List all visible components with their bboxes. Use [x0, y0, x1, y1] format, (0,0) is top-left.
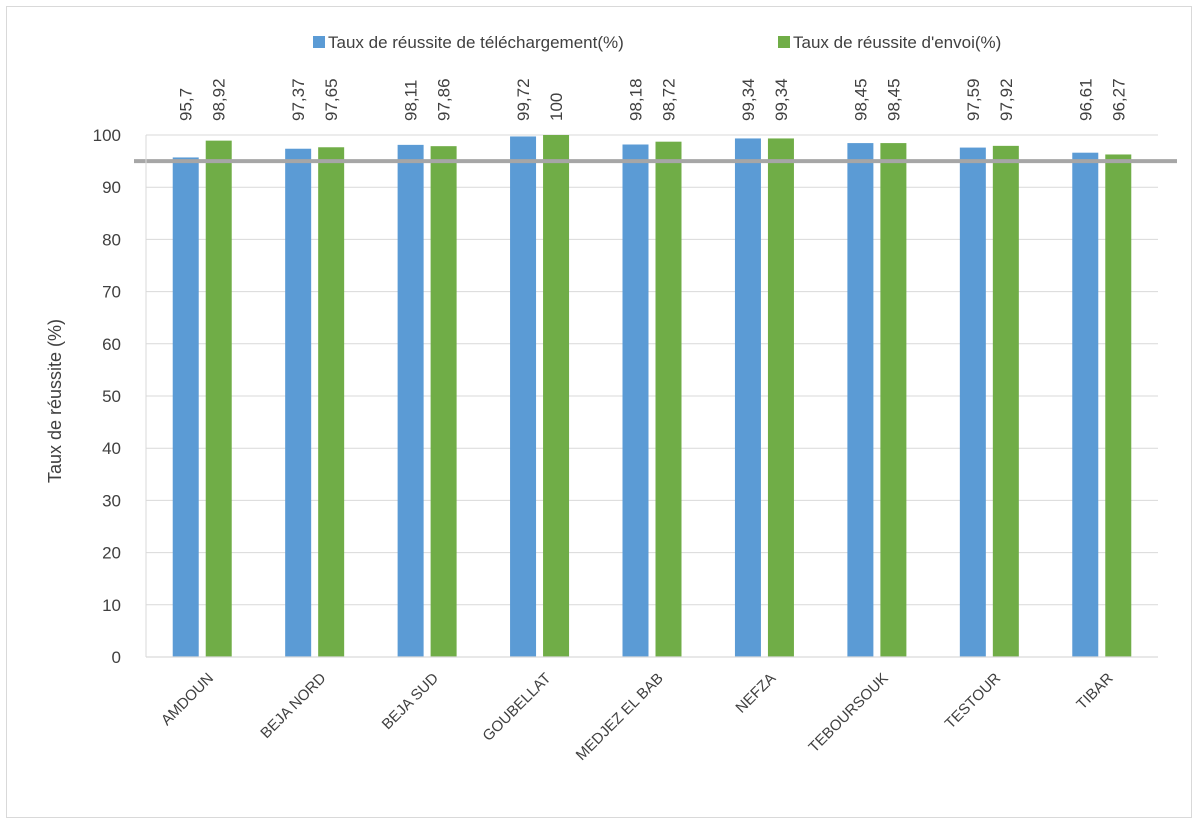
bar-telechargement: [1072, 152, 1099, 657]
legend-label-envoi: Taux de réussite d'envoi(%): [793, 33, 1001, 52]
y-tick-label: 60: [102, 335, 121, 354]
y-tick-label: 80: [102, 230, 121, 249]
bar-telechargement: [622, 144, 649, 658]
data-labels: 95,7 98,92 97,37 97,65 98,11 97,86 99,72 100 98,…: [177, 78, 1129, 121]
bar-envoi: [992, 145, 1019, 657]
x-tick-label: BEJA SUD: [379, 670, 442, 733]
data-label: 98,92: [210, 78, 229, 121]
bar-envoi: [767, 138, 794, 658]
bar-chart: 0 10 20 30 40 50 60 70 80 90 100 AMDOUN BEJA NORD BEJ…: [45, 33, 1177, 764]
bar-envoi: [880, 143, 907, 657]
data-label: 99,34: [739, 78, 758, 121]
y-tick-label: 70: [102, 283, 121, 302]
bar-envoi: [1105, 154, 1132, 658]
legend-label-telechargement: Taux de réussite de téléchargement(%): [328, 33, 624, 52]
y-axis-title: Taux de réussite (%): [45, 319, 65, 483]
data-label: 97,37: [289, 78, 308, 121]
bar-telechargement: [847, 143, 874, 657]
bar-telechargement: [397, 144, 424, 658]
data-label: 97,65: [322, 78, 341, 121]
bars: [172, 135, 1132, 658]
data-label: 98,72: [660, 78, 679, 121]
data-label: 96,27: [1109, 78, 1128, 121]
bar-telechargement: [285, 148, 312, 657]
data-label: 97,86: [435, 78, 454, 121]
y-tick-label: 100: [93, 126, 121, 145]
bar-telechargement: [510, 136, 537, 657]
y-tick-label: 20: [102, 544, 121, 563]
y-tick-label: 90: [102, 178, 121, 197]
bar-telechargement: [172, 157, 199, 658]
y-tick-label: 30: [102, 491, 121, 510]
x-tick-label: TEBOURSOUK: [805, 670, 891, 756]
bar-envoi: [205, 140, 232, 658]
x-tick-label: TESTOUR: [942, 670, 1005, 733]
data-label: 98,45: [884, 78, 903, 121]
x-tick-label: BEJA NORD: [257, 670, 329, 742]
bar-envoi: [655, 141, 682, 658]
data-label: 99,72: [514, 78, 533, 121]
y-tick-label: 10: [102, 596, 121, 615]
gridlines: [146, 134, 1158, 606]
bar-envoi: [318, 147, 345, 657]
bar-envoi: [543, 135, 570, 657]
x-tick-label: NEFZA: [732, 670, 779, 717]
bar-envoi: [430, 146, 457, 657]
y-tick-label: 50: [102, 387, 121, 406]
x-tick-label: MEDJEZ EL BAB: [573, 670, 667, 764]
y-tick-label: 0: [112, 648, 121, 667]
legend: Taux de réussite de téléchargement(%) Tau…: [313, 33, 1001, 52]
data-label: 95,7: [177, 88, 196, 121]
x-tick-label: TIBAR: [1073, 670, 1116, 713]
bar-telechargement: [734, 138, 761, 658]
data-label: 96,61: [1076, 78, 1095, 121]
y-tick-label: 40: [102, 439, 121, 458]
data-label: 98,18: [627, 78, 646, 121]
bar-telechargement: [959, 147, 986, 657]
data-label: 97,92: [997, 78, 1016, 121]
data-label: 100: [547, 93, 566, 121]
legend-swatch-envoi: [778, 36, 790, 48]
data-label: 98,45: [851, 78, 870, 121]
x-tick-label: AMDOUN: [158, 670, 217, 729]
data-label: 98,11: [402, 80, 421, 121]
data-label: 99,34: [772, 78, 791, 121]
chart-frame: 0 10 20 30 40 50 60 70 80 90 100 AMDOUN BEJA NORD BEJ…: [6, 6, 1192, 818]
x-tick-label: GOUBELLAT: [479, 670, 554, 745]
data-label: 97,59: [964, 78, 983, 121]
legend-swatch-telechargement: [313, 36, 325, 48]
